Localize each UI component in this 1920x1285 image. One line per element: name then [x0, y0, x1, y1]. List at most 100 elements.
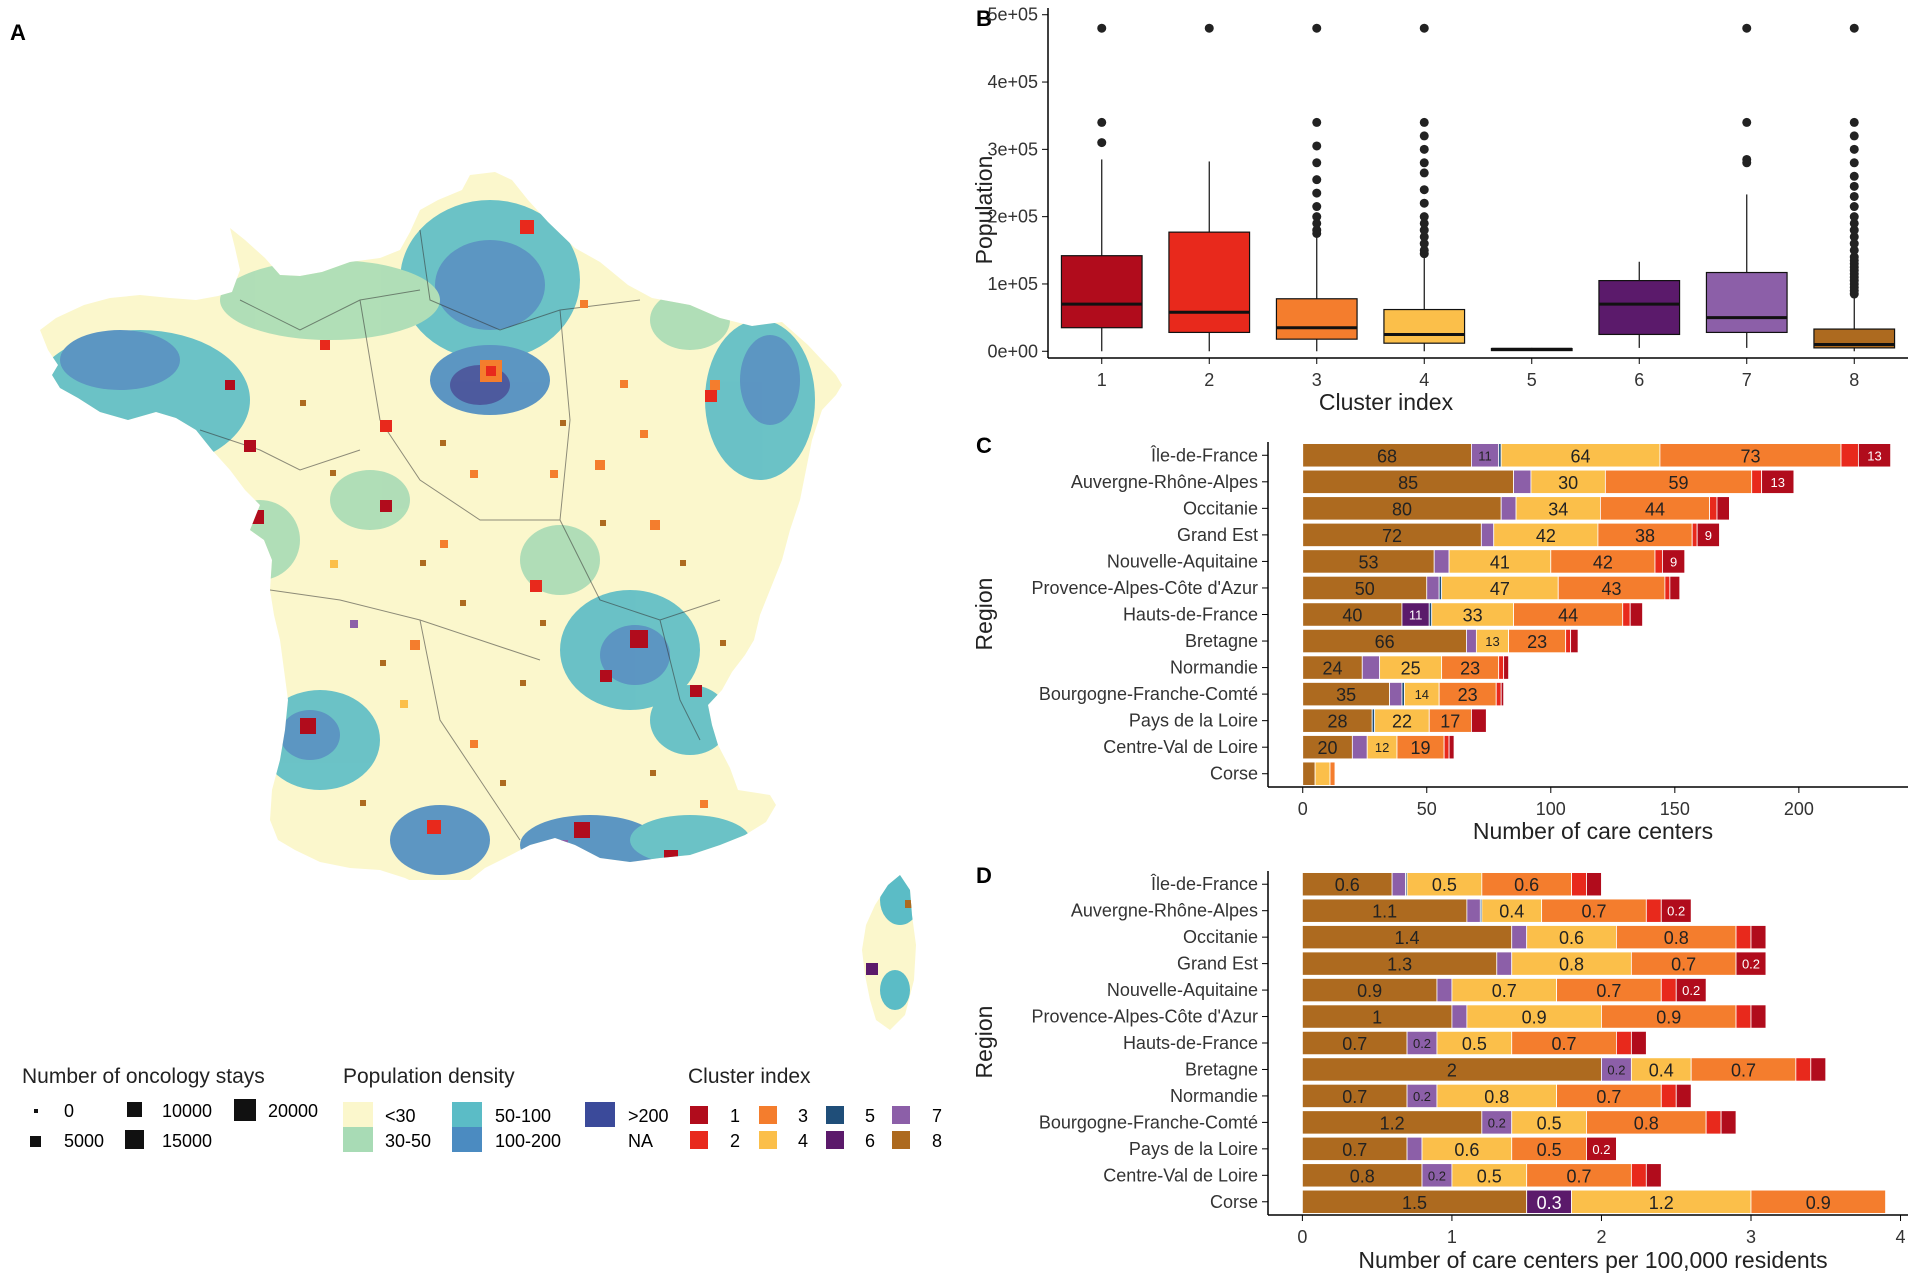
bar-segment — [1571, 872, 1587, 897]
y-tick-label: Occitanie — [1183, 498, 1258, 518]
bar-segment — [1480, 522, 1495, 547]
outlier-point — [1849, 232, 1859, 242]
outlier-point — [1097, 23, 1107, 33]
data-label: 11 — [1478, 448, 1492, 463]
outlier-point — [1849, 212, 1859, 222]
data-label: 0.2 — [1742, 957, 1760, 972]
legend-density-item: 30-50 — [385, 1131, 431, 1151]
box — [1705, 271, 1788, 334]
data-label: 12 — [1375, 740, 1389, 755]
data-label: 0.2 — [1592, 1142, 1610, 1157]
bar-segment — [1500, 682, 1505, 707]
data-label: 0.9 — [1357, 981, 1382, 1001]
bar-segment — [1500, 496, 1517, 521]
legend-density-item: NA — [628, 1131, 653, 1151]
data-label: 0.7 — [1567, 1166, 1592, 1186]
y-tick-label: Normandie — [1170, 1086, 1258, 1106]
data-label: 0.9 — [1522, 1008, 1547, 1028]
bar-segment — [1761, 469, 1795, 494]
data-label: 41 — [1490, 552, 1510, 572]
bar-segment — [1716, 496, 1730, 521]
bar-segment — [1586, 872, 1602, 897]
bar-segment — [1660, 978, 1677, 1003]
legend-density-item: >200 — [628, 1106, 669, 1126]
bar-segment — [1750, 1189, 1886, 1214]
y-tick-label: 2e+05 — [987, 207, 1038, 227]
outlier-point — [1849, 117, 1859, 127]
y-axis-title: Region — [971, 1006, 997, 1079]
bar-segment — [1496, 951, 1513, 976]
panel-label-b: B — [976, 6, 992, 31]
legend-cluster-title: Cluster index — [688, 1065, 811, 1088]
outlier-point — [1312, 175, 1322, 185]
data-label: 40 — [1342, 606, 1362, 626]
bar-segment — [1406, 1136, 1423, 1161]
data-label: 44 — [1645, 499, 1665, 519]
outlier-point — [1849, 171, 1859, 181]
legend-density-title: Population density — [343, 1065, 515, 1088]
x-tick-label: 4 — [1419, 370, 1429, 390]
data-label: 13 — [1485, 634, 1499, 649]
bar-segment — [1586, 1136, 1617, 1161]
data-label: 1.5 — [1402, 1193, 1427, 1213]
data-label: 0.7 — [1581, 902, 1606, 922]
legend-stays-item: 5000 — [64, 1131, 104, 1151]
y-tick-label: Auvergne-Rhône-Alpes — [1071, 472, 1258, 492]
data-label: 0.5 — [1537, 1140, 1562, 1160]
data-label: 43 — [1602, 579, 1622, 599]
data-label: 2 — [1447, 1060, 1457, 1080]
bar-segment — [1498, 655, 1505, 680]
bar-segment — [1616, 1030, 1632, 1056]
data-label: 28 — [1327, 712, 1347, 732]
bar-segment — [1466, 628, 1477, 654]
y-tick-label: 5e+05 — [987, 5, 1038, 25]
bar-segment — [1705, 1110, 1722, 1135]
boxplot-chart: 0e+00 1e+05 2e+05 3e+05 4e+05 5e+05 1 2 3 4 5 6 7 8 — [987, 5, 1908, 390]
bar-segment — [1351, 735, 1368, 760]
bar-segment — [1810, 1057, 1827, 1082]
bar-segment — [1503, 655, 1510, 680]
data-label: 13 — [1867, 448, 1881, 463]
outlier-point — [1849, 158, 1859, 168]
data-label: 0.8 — [1559, 955, 1584, 975]
legend-cluster-item: 5 — [865, 1106, 875, 1126]
legend-cluster-item: 6 — [865, 1131, 875, 1151]
data-label: 0.9 — [1806, 1193, 1831, 1213]
data-label: 0.2 — [1488, 1115, 1506, 1130]
y-tick-label: Bourgogne-Franche-Comté — [1039, 684, 1258, 704]
data-label: 13 — [1771, 475, 1785, 490]
bar-segment — [1720, 1110, 1737, 1135]
bar-segment — [1662, 549, 1686, 574]
data-label: 19 — [1411, 738, 1431, 758]
density-patches — [40, 200, 815, 875]
y-tick-label: Grand Est — [1177, 954, 1258, 974]
legend-cluster-item: 7 — [932, 1106, 942, 1126]
outlier-point — [1419, 144, 1429, 154]
data-label: 0.6 — [1559, 928, 1584, 948]
outlier-point — [1097, 138, 1107, 148]
y-tick-label: Provence-Alpes-Côte d'Azur — [1031, 1007, 1258, 1027]
y-tick-label: Corse — [1210, 1192, 1258, 1212]
bar-segment — [1750, 1004, 1767, 1029]
y-tick-label: 4e+05 — [987, 72, 1038, 92]
outlier-point — [1419, 239, 1429, 249]
y-tick-label: Grand Est — [1177, 525, 1258, 545]
outlier-point — [1419, 117, 1429, 127]
data-label: 0.8 — [1634, 1113, 1659, 1133]
bar-segment — [1654, 549, 1663, 574]
x-tick-label: 1 — [1447, 1227, 1457, 1247]
bar-chart-c: 0 50 100 150 200 Île-de-France 68 11 64 73 13 Auver… — [1031, 442, 1908, 819]
map-squares — [170, 220, 726, 864]
y-tick-label: Occitanie — [1183, 927, 1258, 947]
legend-cluster-item: 8 — [932, 1131, 942, 1151]
data-label: 9 — [1670, 554, 1677, 569]
y-tick-label: Bretagne — [1185, 1059, 1258, 1079]
region-borders — [199, 229, 721, 841]
data-label: 1.3 — [1387, 955, 1412, 975]
data-label: 42 — [1536, 526, 1556, 546]
outlier-point — [1419, 218, 1429, 228]
y-tick-label: Pays de la Loire — [1129, 711, 1258, 731]
outlier-point — [1419, 198, 1429, 208]
data-label: 0.7 — [1731, 1060, 1756, 1080]
